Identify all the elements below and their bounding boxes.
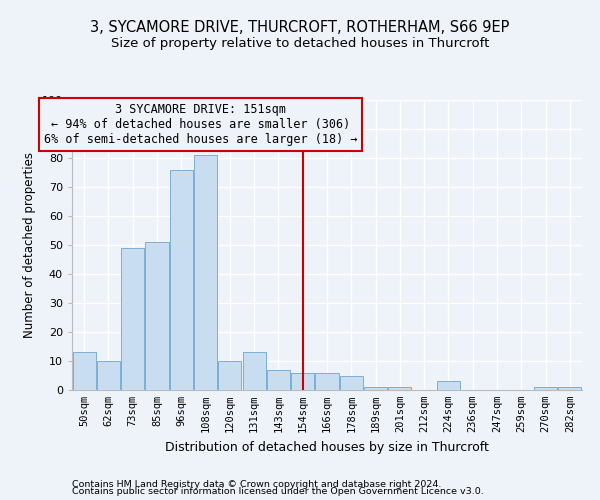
Bar	[316, 372, 338, 390]
Text: 3, SYCAMORE DRIVE, THURCROFT, ROTHERHAM, S66 9EP: 3, SYCAMORE DRIVE, THURCROFT, ROTHERHAM,…	[91, 20, 509, 35]
Bar	[388, 387, 412, 390]
Bar	[145, 242, 169, 390]
Bar	[194, 155, 217, 390]
Y-axis label: Number of detached properties: Number of detached properties	[23, 152, 37, 338]
X-axis label: Distribution of detached houses by size in Thurcroft: Distribution of detached houses by size …	[165, 440, 489, 454]
Bar	[218, 361, 241, 390]
Bar	[73, 352, 95, 390]
Bar	[242, 352, 266, 390]
Text: Size of property relative to detached houses in Thurcroft: Size of property relative to detached ho…	[111, 38, 489, 51]
Bar	[170, 170, 193, 390]
Bar	[121, 248, 144, 390]
Bar	[97, 361, 120, 390]
Text: Contains public sector information licensed under the Open Government Licence v3: Contains public sector information licen…	[72, 488, 484, 496]
Bar	[291, 372, 314, 390]
Bar	[437, 382, 460, 390]
Bar	[534, 387, 557, 390]
Text: Contains HM Land Registry data © Crown copyright and database right 2024.: Contains HM Land Registry data © Crown c…	[72, 480, 442, 489]
Bar	[364, 387, 387, 390]
Bar	[559, 387, 581, 390]
Bar	[267, 370, 290, 390]
Bar	[340, 376, 363, 390]
Text: 3 SYCAMORE DRIVE: 151sqm
← 94% of detached houses are smaller (306)
6% of semi-d: 3 SYCAMORE DRIVE: 151sqm ← 94% of detach…	[44, 103, 358, 146]
